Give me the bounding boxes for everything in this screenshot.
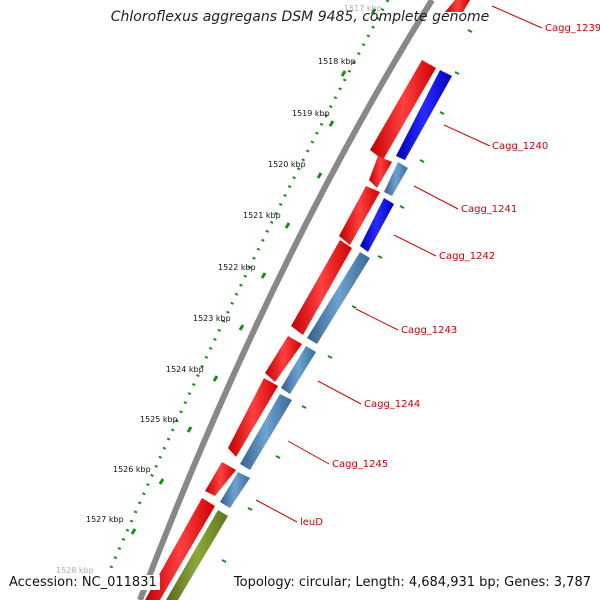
scale-tick (130, 528, 137, 535)
forward-strand-track (145, 0, 470, 600)
scale-label: 1526 kbp (113, 465, 151, 474)
scale-tick (186, 426, 193, 433)
gene-feature (360, 198, 394, 252)
scale-label: 1523 kbp (193, 314, 231, 323)
gene-feature (384, 162, 408, 196)
genome-backbone (137, 0, 435, 600)
gene-label-leaders (255, 5, 543, 523)
scale-label: 1520 kbp (268, 160, 306, 169)
gene-feature (145, 498, 215, 600)
scale-label: 1518 kbp (318, 57, 356, 66)
scale-tick (284, 222, 291, 229)
gene-label: Cagg_1239 (545, 23, 600, 34)
gene-labels: Cagg_1239 Cagg_1240 Cagg_1241 Cagg_1242 Cagg… (300, 23, 600, 528)
scale-tick (316, 172, 323, 179)
inner-tick-marks (221, 29, 473, 563)
gene-leader-line (393, 234, 437, 257)
gene-label: Cagg_1244 (364, 399, 420, 410)
gene-feature (307, 252, 370, 344)
scale-dotted-arc (108, 0, 390, 571)
gene-label: Cagg_1243 (401, 325, 457, 336)
scale-tick (370, 8, 377, 15)
gene-feature (220, 472, 250, 508)
gene-feature (339, 186, 380, 245)
scale-tick (340, 70, 347, 77)
scale-label: 1517 kbp (344, 4, 382, 13)
genome-title: Chloroflexus aggregans DSM 9485, complet… (110, 9, 490, 25)
gene-leader-line (317, 380, 362, 405)
gene-label: Cagg_1242 (439, 251, 495, 262)
scale-tick (158, 478, 165, 485)
scale-label: 1524 kbp (166, 365, 204, 374)
scale-label: 1528 kbp (56, 566, 94, 575)
gene-feature (291, 240, 352, 335)
gene-leader-line (491, 5, 543, 29)
gene-feature (281, 346, 316, 394)
gene-feature (396, 70, 452, 160)
scale-label: 1519 kbp (292, 109, 330, 118)
gene-feature (205, 462, 236, 496)
gene-label: Cagg_1240 (492, 141, 548, 152)
gene-leader-line (355, 308, 399, 331)
scale-tick (260, 272, 267, 279)
gene-leader-line (413, 185, 459, 210)
scale-tick (212, 375, 219, 382)
gene-leader-line (255, 499, 298, 523)
scale-label: 1527 kbp (86, 515, 124, 524)
gene-feature (370, 60, 436, 160)
gene-leader-line (443, 124, 491, 147)
gene-feature (265, 336, 302, 382)
scale-tick-marks (102, 8, 377, 587)
gene-feature (445, 0, 470, 12)
gene-feature (240, 394, 292, 470)
scale-label: 1522 kbp (218, 263, 256, 272)
scale-tick (238, 324, 245, 331)
accession-text: Accession: NC_011831 (6, 575, 160, 590)
gene-label: Cagg_1241 (461, 204, 517, 215)
reverse-strand-track (166, 70, 452, 600)
genome-summary: Topology: circular; Length: 4,684,931 bp… (230, 575, 594, 590)
scale-labels: 1517 kbp 1518 kbp 1519 kbp 1520 kbp 1521 kbp… (56, 4, 382, 575)
gene-feature (166, 510, 228, 600)
scale-tick (328, 120, 335, 127)
gene-feature (369, 156, 392, 188)
scale-label: 1525 kbp (140, 415, 178, 424)
gene-label: Cagg_1245 (332, 459, 388, 470)
gene-label: leuD (300, 517, 323, 528)
gene-feature (228, 378, 278, 457)
scale-label: 1521 kbp (243, 211, 281, 220)
gene-leader-line (287, 440, 330, 465)
